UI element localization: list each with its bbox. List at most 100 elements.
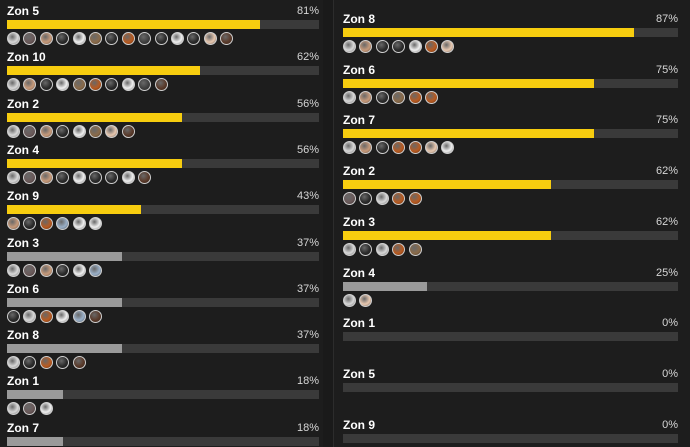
avatar[interactable] <box>392 40 406 53</box>
avatar[interactable] <box>23 124 37 138</box>
avatar[interactable] <box>359 242 373 256</box>
zone-row[interactable]: Zon 6 37% <box>0 282 323 328</box>
avatar[interactable] <box>88 309 102 323</box>
avatar[interactable] <box>154 32 168 45</box>
avatar[interactable] <box>56 217 70 231</box>
avatar[interactable] <box>170 32 184 45</box>
avatar[interactable] <box>424 141 438 155</box>
avatar[interactable] <box>72 263 86 277</box>
avatar[interactable] <box>39 78 53 92</box>
avatar[interactable] <box>359 192 373 206</box>
avatar[interactable] <box>23 78 37 92</box>
avatar[interactable] <box>121 170 135 184</box>
avatar[interactable] <box>359 293 373 307</box>
avatar[interactable] <box>441 141 455 155</box>
avatar[interactable] <box>375 141 389 155</box>
avatar[interactable] <box>7 78 20 92</box>
avatar[interactable] <box>7 402 20 416</box>
avatar[interactable] <box>343 242 356 256</box>
avatar[interactable] <box>72 124 86 138</box>
avatar[interactable] <box>39 124 53 138</box>
avatar[interactable] <box>424 40 438 53</box>
avatar[interactable] <box>56 124 70 138</box>
avatar[interactable] <box>343 192 356 206</box>
avatar[interactable] <box>88 78 102 92</box>
avatar[interactable] <box>23 32 37 45</box>
avatar[interactable] <box>441 40 455 53</box>
avatar[interactable] <box>72 170 86 184</box>
zone-row[interactable]: Zon 5 0% <box>334 367 690 413</box>
zone-row[interactable]: Zon 1 18% <box>0 374 323 420</box>
avatar[interactable] <box>56 356 70 370</box>
avatar[interactable] <box>88 263 102 277</box>
avatar[interactable] <box>187 32 201 45</box>
zone-row[interactable]: Zon 4 56% <box>0 143 323 189</box>
avatar[interactable] <box>72 356 86 370</box>
avatar[interactable] <box>105 32 119 45</box>
avatar[interactable] <box>56 263 70 277</box>
avatar[interactable] <box>138 32 152 45</box>
avatar[interactable] <box>359 90 373 104</box>
avatar[interactable] <box>105 78 119 92</box>
zone-row[interactable]: Zon 1 0% <box>334 316 690 362</box>
avatar[interactable] <box>72 309 86 323</box>
zone-row[interactable]: Zon 8 87% <box>334 12 690 58</box>
avatar[interactable] <box>7 217 20 231</box>
zone-row[interactable]: Zon 4 25% <box>334 266 690 312</box>
avatar[interactable] <box>408 192 422 206</box>
avatar[interactable] <box>343 90 356 104</box>
avatar[interactable] <box>121 78 135 92</box>
zone-row[interactable]: Zon 7 75% <box>334 113 690 159</box>
avatar[interactable] <box>88 217 102 231</box>
avatar[interactable] <box>56 309 70 323</box>
avatar[interactable] <box>343 141 356 155</box>
avatar[interactable] <box>392 192 406 206</box>
zone-row[interactable]: Zon 9 43% <box>0 189 323 235</box>
avatar[interactable] <box>88 170 102 184</box>
zone-row[interactable]: Zon 9 0% <box>334 418 690 447</box>
avatar[interactable] <box>23 263 37 277</box>
avatar[interactable] <box>72 32 86 45</box>
avatar[interactable] <box>7 124 20 138</box>
avatar[interactable] <box>39 170 53 184</box>
avatar[interactable] <box>375 192 389 206</box>
avatar[interactable] <box>88 124 102 138</box>
avatar[interactable] <box>7 356 20 370</box>
avatar[interactable] <box>7 170 20 184</box>
zone-row[interactable]: Zon 10 62% <box>0 50 323 96</box>
avatar[interactable] <box>375 40 389 53</box>
avatar[interactable] <box>72 217 86 231</box>
avatar[interactable] <box>23 356 37 370</box>
avatar[interactable] <box>138 170 152 184</box>
avatar[interactable] <box>375 242 389 256</box>
avatar[interactable] <box>39 356 53 370</box>
avatar[interactable] <box>392 141 406 155</box>
zone-row[interactable]: Zon 6 75% <box>334 63 690 109</box>
avatar[interactable] <box>7 32 20 45</box>
avatar[interactable] <box>56 32 70 45</box>
avatar[interactable] <box>343 40 356 53</box>
avatar[interactable] <box>343 293 356 307</box>
avatar[interactable] <box>105 170 119 184</box>
zone-row[interactable]: Zon 7 18% <box>0 421 323 447</box>
avatar[interactable] <box>203 32 217 45</box>
avatar[interactable] <box>23 402 37 416</box>
zone-row[interactable]: Zon 5 81% <box>0 4 323 50</box>
avatar[interactable] <box>424 90 438 104</box>
avatar[interactable] <box>23 170 37 184</box>
avatar[interactable] <box>408 90 422 104</box>
avatar[interactable] <box>138 78 152 92</box>
avatar[interactable] <box>39 402 53 416</box>
avatar[interactable] <box>39 217 53 231</box>
avatar[interactable] <box>105 124 119 138</box>
avatar[interactable] <box>220 32 234 45</box>
avatar[interactable] <box>23 309 37 323</box>
avatar[interactable] <box>72 78 86 92</box>
avatar[interactable] <box>375 90 389 104</box>
avatar[interactable] <box>7 309 20 323</box>
avatar[interactable] <box>408 141 422 155</box>
avatar[interactable] <box>39 263 53 277</box>
avatar[interactable] <box>39 32 53 45</box>
avatar[interactable] <box>88 32 102 45</box>
avatar[interactable] <box>392 90 406 104</box>
